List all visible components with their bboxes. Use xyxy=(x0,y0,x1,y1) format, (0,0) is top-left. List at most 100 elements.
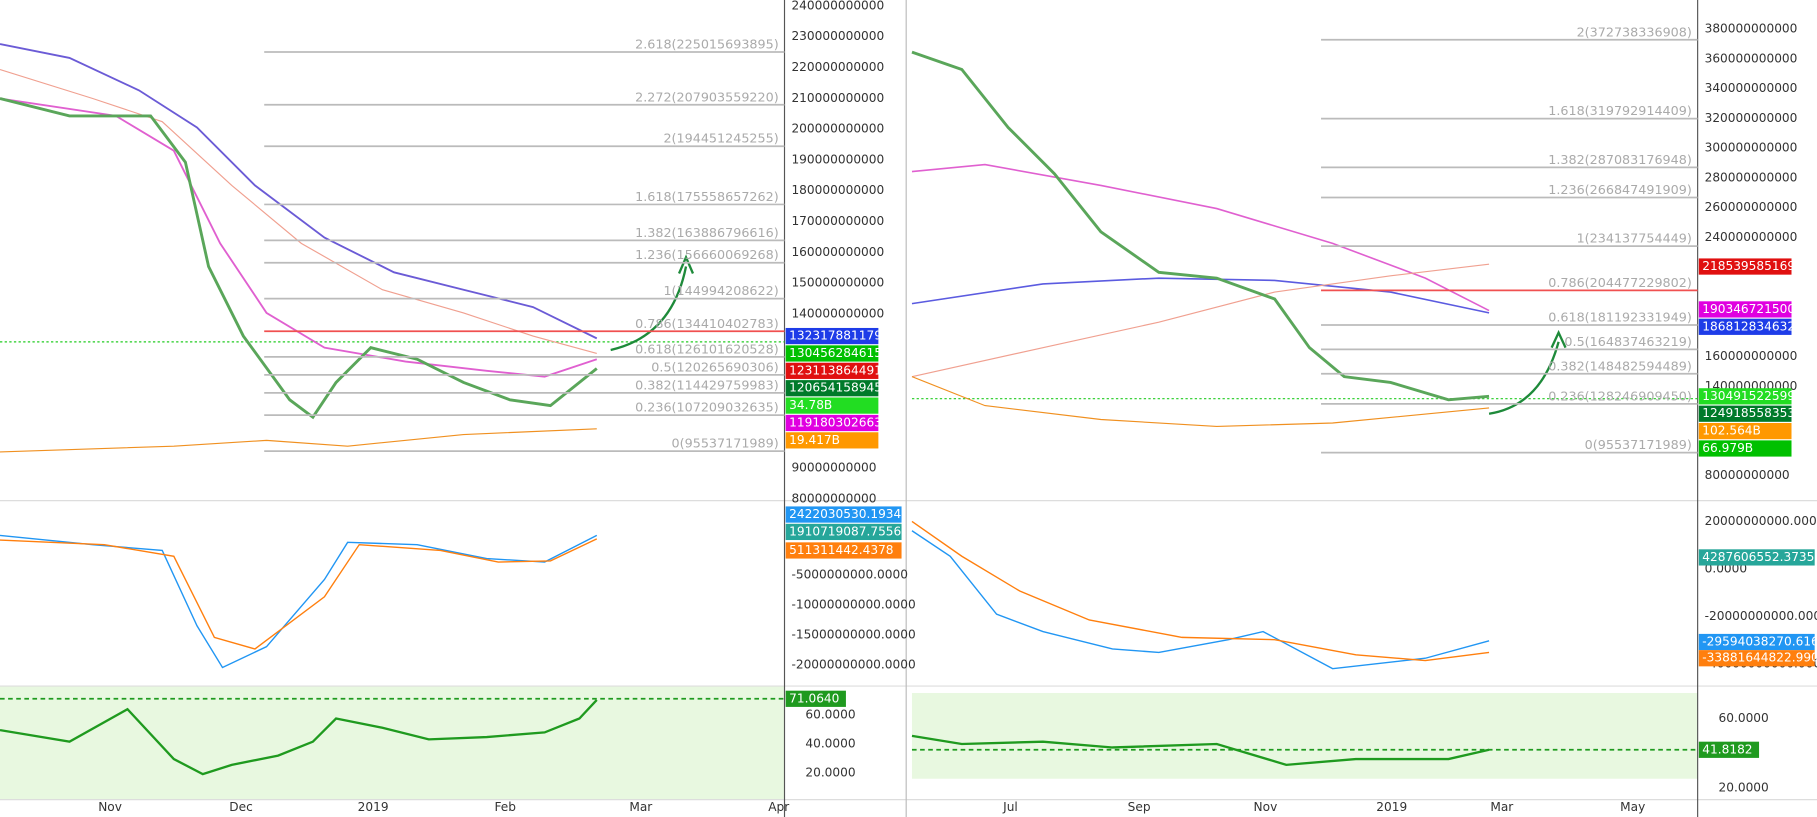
price-axis-label: 280000000000 xyxy=(1705,170,1798,184)
rsi-curve xyxy=(911,734,1490,767)
price-tag: 66.979B xyxy=(1698,440,1792,457)
fib-label: 0(95537171989) xyxy=(1585,438,1692,453)
fib-label: 1.236(266847491909) xyxy=(1548,183,1692,198)
fib-label: 0.236(128246909450) xyxy=(1548,389,1692,404)
fib-label: 1(234137754449) xyxy=(1577,232,1692,247)
macd-axis-label: -15000000000.0000 xyxy=(791,628,915,642)
price-tag-label: 41.8182 xyxy=(1702,742,1752,756)
macd-line xyxy=(911,530,1490,670)
price-tag-box xyxy=(785,380,879,397)
price-tag-box xyxy=(1698,633,1815,651)
price-axis-label: 230000000000 xyxy=(791,29,884,43)
price-tag: 218539585169 xyxy=(1698,258,1795,275)
price-axis-label: 160000000000 xyxy=(1705,349,1798,363)
price-tag-label: 71.0640 xyxy=(789,691,839,705)
price-axis-label: 190000000000 xyxy=(791,152,884,166)
ma-line xyxy=(911,163,1490,312)
macd-axis-label: -20000000000.0000 xyxy=(1705,609,1817,623)
ma-line xyxy=(0,43,598,340)
price-axis-label: 80000000000 xyxy=(1705,468,1790,482)
price-tag: 120654158945 xyxy=(785,380,882,397)
macd-axis-label: -10000000000.0000 xyxy=(791,597,915,611)
rsi-axis-label: 60.0000 xyxy=(1719,711,1769,725)
time-axis-label: 2019 xyxy=(1376,800,1407,814)
price-tag-label: 34.78B xyxy=(789,398,832,412)
fib-label: 0.618(126101620528) xyxy=(635,342,779,357)
price-axis-label: 260000000000 xyxy=(1705,200,1798,214)
signal-line xyxy=(0,538,598,650)
price-tag-box xyxy=(1698,388,1792,405)
price-axis-label: 240000000000 xyxy=(791,0,884,12)
price-tag-box xyxy=(785,362,879,379)
price-axis-label: 380000000000 xyxy=(1705,21,1798,35)
ma-line xyxy=(0,68,597,355)
fib-label: 1.618(175558657262) xyxy=(635,190,779,205)
price-tag-label: 186812834632 xyxy=(1702,319,1795,333)
signal-line xyxy=(911,520,1490,662)
price-tag: 511311442.4378 xyxy=(785,542,902,559)
time-axis-label: 2019 xyxy=(358,800,389,814)
price-axis-label: 200000000000 xyxy=(791,122,884,136)
fib-label: 0.236(107209032635) xyxy=(635,401,779,416)
price-tag-label: 218539585169 xyxy=(1702,259,1795,273)
price-tag-label: 123113864491 xyxy=(789,363,882,377)
price-tag-label: 132317881179 xyxy=(789,329,882,343)
price-tag-label: 120654158945 xyxy=(789,381,882,395)
rsi-band xyxy=(0,686,785,800)
price-tag-label: 130491522599 xyxy=(1702,389,1795,403)
price-tag-box xyxy=(785,397,879,414)
fib-label: 2.618(225015693895) xyxy=(635,38,779,53)
price-tag-box xyxy=(1698,301,1792,318)
ma-line xyxy=(911,263,1490,378)
price-tag: 71.0640 xyxy=(785,690,846,707)
price-tag-label: 66.979B xyxy=(1702,441,1753,455)
rsi-axis-label: 60.0000 xyxy=(805,708,855,722)
fib-label: 0.5(120265690306) xyxy=(651,360,778,375)
price-axis-label: 300000000000 xyxy=(1705,141,1798,155)
time-axis-label: Nov xyxy=(1254,800,1278,814)
price-tag-label: 124918558353 xyxy=(1702,406,1795,420)
price-tag: -33881644822.9904 xyxy=(1698,650,1817,667)
fib-label: 1.382(287083176948) xyxy=(1548,153,1692,168)
price-tag-box xyxy=(1698,405,1792,422)
price-axis-label: 80000000000 xyxy=(791,492,876,506)
fib-label: 0.382(148482594489) xyxy=(1548,359,1692,374)
price-tag-box xyxy=(785,414,879,432)
price-tag: 19.417B xyxy=(785,432,879,449)
rsi-axis-label: 20.0000 xyxy=(805,765,855,779)
fib-label: 0.786(134410402783) xyxy=(635,317,779,332)
fib-label: 1.618(319792914409) xyxy=(1548,104,1692,119)
fib-label: 0.786(204477229802) xyxy=(1548,276,1692,291)
time-axis-label: Jul xyxy=(1002,800,1018,814)
price-axis-label: 180000000000 xyxy=(791,183,884,197)
price-axis-label: 150000000000 xyxy=(791,276,884,290)
price-tag-box xyxy=(1698,741,1760,758)
price-tag: 4287606552.3735 xyxy=(1698,549,1815,566)
fib-label: 1.236(156660069268) xyxy=(635,248,779,263)
price-tag-box xyxy=(785,432,879,449)
fib-label: 0.618(181192331949) xyxy=(1548,311,1692,326)
price-tag-box xyxy=(1698,318,1792,335)
macd-line xyxy=(0,534,598,669)
price-axis-label: 90000000000 xyxy=(791,461,876,475)
price-axis-label: 220000000000 xyxy=(791,60,884,74)
price-tag: 130456284615 xyxy=(785,345,882,362)
price-axis-label: 210000000000 xyxy=(791,91,884,105)
price-tag-label: 511311442.4378 xyxy=(789,543,893,557)
rsi-axis-label: 20.0000 xyxy=(1719,781,1769,795)
price-tag: 123113864491 xyxy=(785,362,882,379)
price-tag-label: 1910719087.7556 xyxy=(789,524,901,538)
time-axis-label: Feb xyxy=(494,800,516,814)
price-tag-box xyxy=(1698,422,1792,440)
price-tag: 34.78B xyxy=(785,397,879,414)
price-axis-label: 170000000000 xyxy=(791,214,884,228)
projection-arrow xyxy=(610,266,688,352)
time-axis-label: Dec xyxy=(229,800,253,814)
rsi-band xyxy=(911,693,1698,779)
ma-line xyxy=(0,428,597,453)
price-tag: 186812834632 xyxy=(1698,318,1795,335)
time-axis-label: Mar xyxy=(1490,800,1513,814)
ma-line xyxy=(0,97,598,420)
